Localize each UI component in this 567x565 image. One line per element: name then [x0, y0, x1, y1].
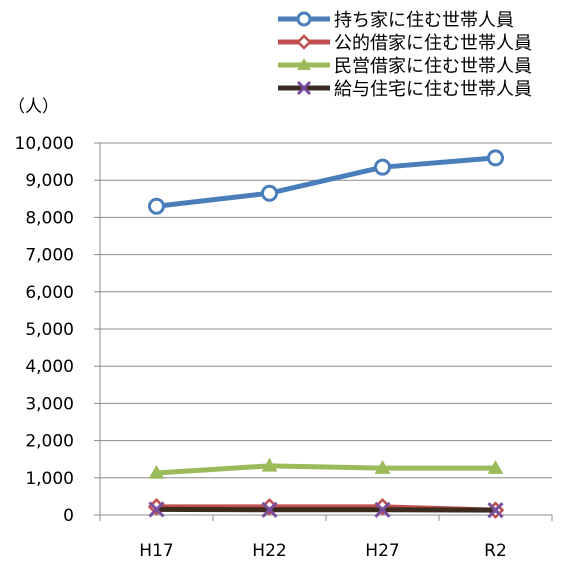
- series-1: [148, 149, 504, 215]
- legend-label: 公的借家に住む世帯人員: [334, 33, 532, 54]
- y-tick-label: 1,000: [25, 469, 74, 489]
- data-point: [261, 184, 278, 202]
- y-tick-label: 4,000: [25, 357, 74, 377]
- y-tick-label: 8,000: [25, 208, 74, 228]
- data-point: [374, 158, 391, 176]
- y-tick-label: 3,000: [25, 394, 74, 414]
- data-point: [374, 501, 391, 518]
- series-line: [154, 155, 498, 209]
- legend-item: 給与住宅に住む世帯人員: [278, 79, 532, 100]
- gridlines: [100, 142, 552, 479]
- y-tick-label: 9,000: [25, 171, 74, 191]
- y-axis-unit-label: （人）: [8, 97, 59, 117]
- data-point: [374, 460, 391, 474]
- legend-marker: [296, 80, 312, 96]
- series-3: [148, 457, 504, 479]
- legend-label: 民営借家に住む世帯人員: [334, 56, 532, 77]
- legend-label: 持ち家に住む世帯人員: [334, 10, 514, 31]
- series-4: [148, 501, 504, 519]
- legend-item: 民営借家に住む世帯人員: [278, 56, 532, 77]
- series-line: [154, 463, 498, 476]
- data-point: [261, 457, 278, 472]
- x-tick-label: H22: [252, 541, 286, 561]
- x-tick-label: H17: [139, 541, 173, 561]
- data-point: [148, 197, 165, 215]
- data-point: [148, 501, 165, 518]
- data-point: [261, 501, 278, 518]
- data-point: [487, 460, 504, 474]
- x-tick-label: R2: [484, 541, 507, 561]
- legend: 持ち家に住む世帯人員公的借家に住む世帯人員民営借家に住む世帯人員給与住宅に住む世…: [278, 10, 532, 100]
- x-tick-label: H27: [365, 541, 399, 561]
- y-tick-label: 10,000: [15, 134, 74, 154]
- legend-marker: [297, 57, 311, 70]
- y-tick-label: 6,000: [25, 283, 74, 303]
- data-point: [148, 464, 165, 479]
- y-tick-label: 0: [63, 506, 74, 526]
- series-line: [154, 506, 498, 513]
- legend-label: 給与住宅に住む世帯人員: [334, 79, 532, 100]
- legend-item: 持ち家に住む世帯人員: [278, 10, 514, 31]
- data-point: [487, 149, 504, 167]
- legend-marker: [296, 34, 312, 50]
- data-point: [487, 502, 504, 519]
- legend-item: 公的借家に住む世帯人員: [278, 33, 532, 54]
- y-tick-label: 2,000: [25, 432, 74, 452]
- axes: 0 1,000 2,000 3,000 4,000 5,000 6,000 7,000 8,00…: [15, 134, 553, 561]
- y-tick-label: 5,000: [25, 320, 74, 340]
- series-lines: [147, 149, 505, 519]
- legend-marker: [296, 11, 312, 27]
- y-tick-label: 7,000: [25, 246, 74, 266]
